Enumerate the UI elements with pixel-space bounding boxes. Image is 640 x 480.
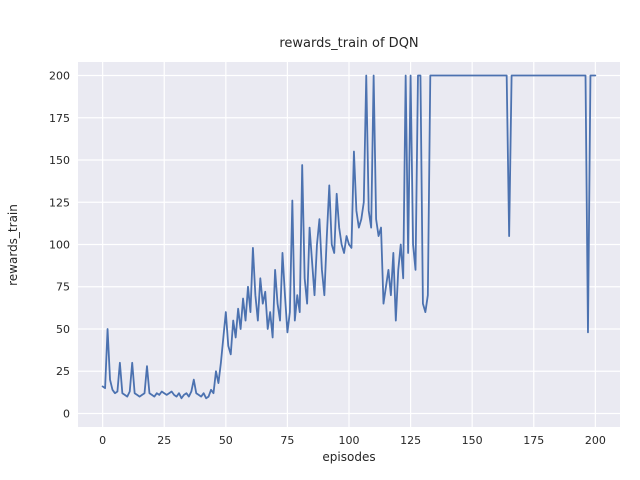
- x-tick-label: 100: [339, 434, 360, 447]
- x-tick-label: 125: [400, 434, 421, 447]
- x-tick-label: 150: [462, 434, 483, 447]
- x-tick-label: 175: [523, 434, 544, 447]
- y-tick-label: 200: [49, 70, 70, 83]
- x-tick-label: 25: [157, 434, 171, 447]
- y-tick-label: 0: [63, 407, 70, 420]
- y-tick-label: 25: [56, 365, 70, 378]
- y-tick-label: 75: [56, 281, 70, 294]
- x-tick-label: 0: [99, 434, 106, 447]
- x-tick-label: 75: [280, 434, 294, 447]
- rewards-train-line: [101, 74, 597, 400]
- y-tick-label: 125: [49, 196, 70, 209]
- y-tick-label: 50: [56, 323, 70, 336]
- x-axis-label: episodes: [322, 450, 376, 464]
- y-tick-label: 150: [49, 154, 70, 167]
- x-tick-label: 50: [219, 434, 233, 447]
- y-tick-label: 100: [49, 239, 70, 252]
- y-axis-label: rewards_train: [6, 204, 20, 286]
- chart-title: rewards_train of DQN: [279, 36, 419, 51]
- y-tick-label: 175: [49, 112, 70, 125]
- x-tick-label: 200: [585, 434, 606, 447]
